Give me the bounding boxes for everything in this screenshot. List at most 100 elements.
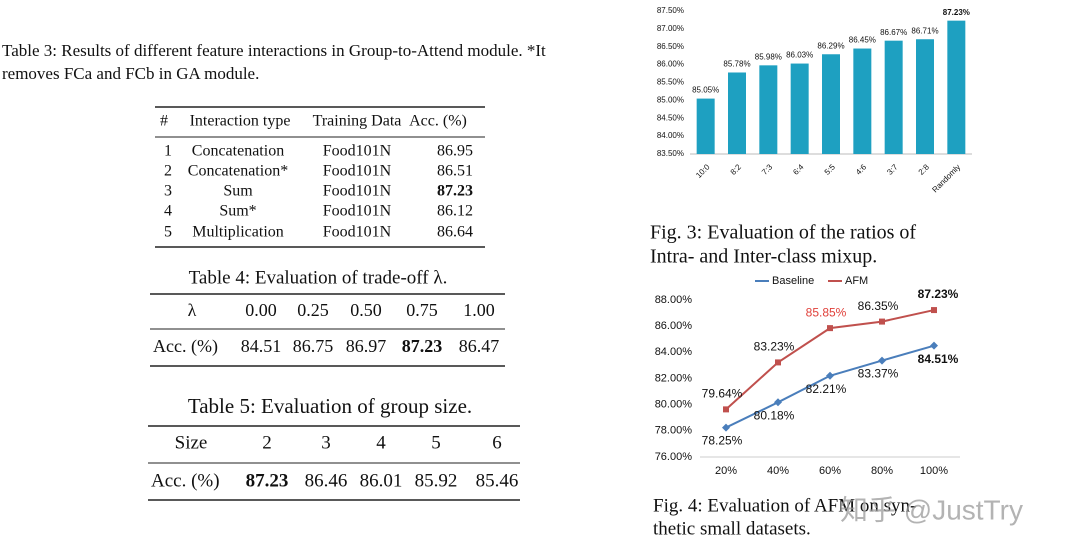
y-tick-label: 85.50% — [657, 78, 684, 87]
value-label: 79.64% — [702, 387, 743, 401]
x-tick-label: 10:0 — [694, 162, 712, 180]
table-header-cell: 4 — [376, 432, 386, 453]
y-tick-label: 88.00% — [655, 294, 693, 306]
table-header-cell: # — [160, 113, 168, 130]
table-cell: 2 — [164, 163, 172, 180]
table-cell: Concatenation — [192, 143, 284, 160]
table-caption: Table 5: Evaluation of group size. — [188, 394, 472, 418]
x-tick-label: 6:4 — [791, 162, 806, 177]
table-header-cell: 6 — [492, 432, 502, 453]
table-cell: Food101N — [323, 143, 392, 160]
marker — [930, 341, 938, 350]
table-cell: Food101N — [323, 203, 392, 220]
y-tick-label: 84.00% — [657, 131, 684, 140]
x-tick-label: 40% — [767, 465, 789, 477]
marker — [722, 423, 730, 432]
bar — [790, 63, 809, 154]
value-label: 87.23% — [943, 8, 970, 17]
y-tick-label: 80.00% — [655, 399, 693, 411]
value-label: 86.29% — [817, 41, 844, 50]
table-cell: 87.23 — [402, 336, 443, 356]
x-tick-label: 20% — [715, 465, 737, 477]
legend-label: AFM — [845, 275, 868, 287]
value-label: 85.98% — [755, 52, 782, 61]
table-cell: 86.75 — [293, 336, 334, 356]
bar — [916, 39, 934, 154]
bar — [822, 54, 840, 154]
table-header-cell: 1.00 — [463, 300, 495, 320]
marker — [723, 406, 729, 413]
bar — [759, 65, 778, 154]
figure-caption: Fig. 4: Evaluation of AFM on syn- — [653, 495, 916, 516]
table-cell: 87.23 — [437, 183, 473, 200]
y-tick-label: 87.50% — [657, 6, 684, 15]
table-cell: 85.92 — [415, 470, 458, 491]
bar — [696, 98, 715, 154]
table-cell: 86.95 — [437, 143, 473, 160]
y-tick-label: 87.00% — [657, 24, 684, 33]
table-cell: Multiplication — [192, 224, 284, 241]
y-tick-label: 78.00% — [655, 425, 693, 437]
y-tick-label: 86.50% — [657, 42, 684, 51]
table-cell: 86.97 — [346, 336, 387, 356]
bar — [853, 48, 872, 154]
value-label: 86.03% — [786, 51, 813, 60]
table-cell: Concatenation* — [188, 163, 288, 180]
table-cell: 4 — [164, 203, 172, 220]
value-label: 82.21% — [806, 382, 847, 396]
table-cell: Acc. (%) — [151, 470, 220, 491]
x-tick-label: 100% — [920, 465, 948, 477]
table-caption: Table 4: Evaluation of trade-off λ. — [189, 267, 448, 288]
x-tick-label: 80% — [871, 465, 893, 477]
value-label: 86.71% — [911, 26, 938, 35]
value-label: 78.25% — [702, 434, 743, 448]
x-tick-label: Randomly — [930, 163, 962, 195]
table-caption: removes FCa and FCb in GA module. — [2, 64, 259, 83]
table-cell: Food101N — [323, 224, 392, 241]
value-label: 83.23% — [754, 340, 795, 354]
y-tick-label: 84.00% — [655, 346, 693, 358]
table-header-cell: 0.75 — [406, 300, 438, 320]
marker — [826, 371, 834, 380]
y-tick-label: 84.50% — [657, 113, 684, 122]
bar — [728, 72, 746, 154]
table-header-cell: Interaction type — [190, 113, 291, 130]
table-cell: Acc. (%) — [153, 336, 218, 357]
watermark: 知乎 @JustTry — [840, 494, 1023, 525]
table-cell: Sum — [223, 183, 253, 200]
table-cell: 84.51 — [241, 336, 282, 356]
bar — [884, 40, 903, 154]
value-label: 84.51% — [918, 352, 959, 366]
marker — [878, 356, 886, 365]
y-tick-label: 76.00% — [655, 451, 693, 463]
marker — [775, 359, 781, 366]
value-label: 85.78% — [723, 60, 750, 69]
marker — [774, 398, 782, 407]
figure-caption: Fig. 3: Evaluation of the ratios of — [650, 222, 916, 244]
legend-label: Baseline — [772, 275, 814, 287]
x-tick-label: 5:5 — [823, 162, 838, 177]
marker — [879, 318, 885, 325]
marker — [931, 307, 937, 314]
table-header-cell: 2 — [262, 432, 272, 453]
x-tick-label: 4:6 — [854, 162, 869, 177]
value-label: 83.37% — [858, 367, 899, 381]
x-tick-label: 60% — [819, 465, 841, 477]
value-label: 87.23% — [918, 287, 959, 301]
table-cell: 3 — [164, 183, 172, 200]
table-cell: 86.12 — [437, 203, 473, 220]
table-cell: 86.51 — [437, 163, 473, 180]
figure-caption: thetic small datasets. — [653, 518, 811, 539]
bar — [947, 20, 966, 155]
table-cell: Sum* — [219, 203, 256, 220]
table-cell: 5 — [164, 224, 172, 241]
table-header-cell: λ — [188, 300, 197, 320]
value-label: 85.85% — [806, 305, 847, 319]
x-tick-label: 3:7 — [885, 162, 900, 177]
value-label: 86.67% — [880, 28, 907, 37]
x-tick-label: 2:8 — [917, 162, 932, 177]
y-tick-label: 82.00% — [655, 372, 693, 384]
value-label: 80.18% — [754, 408, 795, 422]
table-header-cell: 5 — [431, 432, 441, 453]
